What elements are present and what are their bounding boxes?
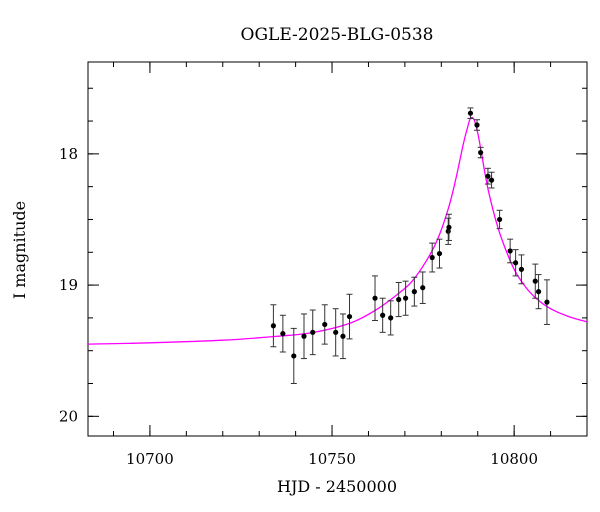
data-point — [339, 313, 346, 360]
data-point — [321, 304, 328, 345]
data-point-marker — [340, 333, 346, 339]
data-point — [379, 297, 386, 333]
data-point-marker — [396, 296, 402, 303]
data-point — [402, 280, 409, 316]
data-point-marker — [446, 224, 452, 230]
x-tick-label: 10700 — [126, 450, 174, 468]
data-point-marker — [380, 312, 386, 318]
y-tick-label: 20 — [59, 407, 78, 425]
data-point-marker — [372, 295, 378, 301]
data-point — [488, 171, 495, 189]
model-curve — [87, 116, 588, 345]
data-point — [372, 275, 379, 322]
data-point — [445, 213, 452, 241]
x-tick-label: 10800 — [490, 450, 538, 468]
data-point-marker — [333, 329, 339, 335]
x-axis-label: HJD - 2450000 — [277, 477, 397, 496]
y-tick-label: 19 — [59, 276, 78, 294]
data-point-marker — [301, 333, 307, 339]
data-point — [512, 249, 519, 277]
data-point-marker — [310, 329, 316, 335]
data-point — [290, 327, 297, 385]
data-point-marker — [388, 315, 394, 321]
y-axis-label: I magnitude — [10, 201, 29, 299]
data-point — [429, 242, 436, 273]
data-point-marker — [436, 250, 443, 257]
data-point — [395, 281, 402, 318]
data-point-marker — [488, 177, 495, 183]
data-point-marker — [280, 331, 286, 337]
data-point — [309, 309, 316, 356]
data-point-marker — [532, 278, 538, 284]
data-point-marker — [513, 260, 519, 266]
data-point — [496, 209, 503, 230]
data-point-marker — [518, 266, 525, 272]
data-point-marker — [270, 323, 276, 329]
data-point — [387, 300, 394, 336]
plot-area — [87, 61, 588, 437]
data-point — [543, 279, 550, 325]
data-point — [332, 308, 339, 357]
data-point-marker — [467, 110, 474, 116]
y-tick-label: 18 — [59, 145, 78, 163]
data-point — [474, 119, 481, 131]
data-point-marker — [535, 289, 542, 295]
data-point-marker — [403, 295, 409, 301]
data-point — [346, 293, 353, 340]
y-axis: 18 19 20 — [59, 87, 587, 425]
data-point-marker — [496, 216, 503, 223]
x-axis: 10700 10750 10800 — [112, 62, 588, 468]
data-point-marker — [485, 173, 491, 179]
data-points — [270, 107, 550, 385]
data-point — [270, 304, 277, 348]
data-point-marker — [429, 254, 435, 261]
data-point — [411, 276, 418, 307]
data-point — [419, 271, 426, 304]
data-point — [507, 238, 514, 264]
data-point — [484, 167, 491, 185]
data-point-marker — [322, 321, 328, 328]
data-point-marker — [507, 248, 513, 254]
data-point-marker — [445, 228, 451, 234]
data-point — [436, 238, 443, 269]
data-point-marker — [420, 285, 426, 291]
data-point-marker — [411, 289, 417, 295]
data-point-marker — [346, 313, 353, 320]
data-point — [532, 263, 539, 299]
data-point — [279, 314, 286, 353]
chart-title: OGLE-2025-BLG-0538 — [241, 25, 434, 45]
data-point-marker — [478, 149, 484, 156]
data-point — [477, 146, 484, 159]
data-point — [467, 107, 474, 119]
data-point — [300, 313, 307, 360]
data-point-marker — [291, 353, 297, 359]
data-point-marker — [544, 299, 550, 305]
plot-frame — [87, 61, 588, 437]
x-tick-label: 10750 — [308, 450, 356, 468]
data-point-marker — [474, 122, 480, 128]
model-curve-line — [87, 116, 588, 345]
data-point — [518, 254, 525, 285]
data-point — [535, 274, 542, 310]
